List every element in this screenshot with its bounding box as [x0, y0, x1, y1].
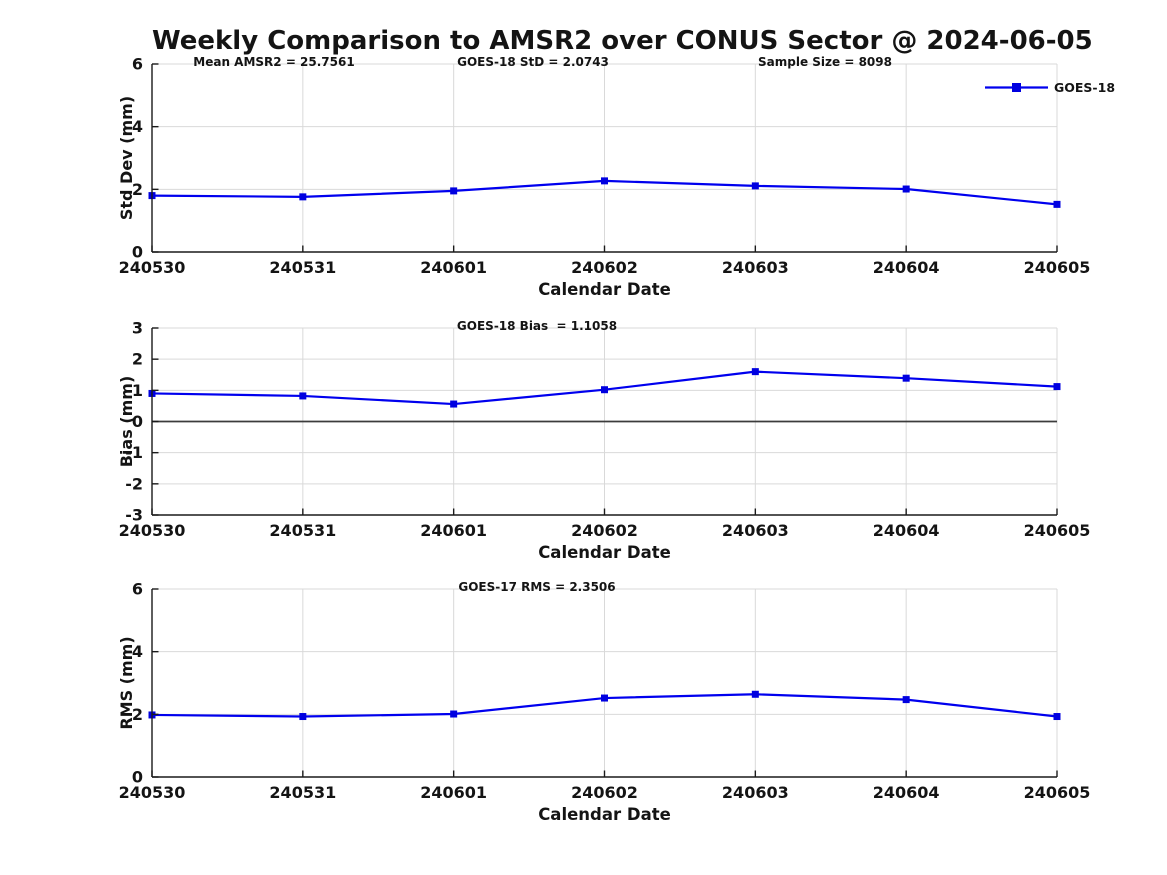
chart-title: Weekly Comparison to AMSR2 over CONUS Se… [152, 26, 1093, 56]
data-point-marker [601, 386, 608, 394]
data-point-marker [450, 187, 458, 195]
x-tick-label: 240530 [119, 783, 186, 802]
x-tick-label: 240604 [873, 521, 940, 540]
y-axis-label: Bias (mm) [117, 376, 136, 468]
x-tick-label: 240531 [269, 521, 336, 540]
x-tick-label: 240603 [722, 521, 789, 540]
y-tick-label: 2 [132, 180, 143, 199]
annotation: Sample Size = 8098 [758, 55, 892, 69]
x-tick-label: 240530 [119, 258, 186, 277]
data-point-marker [751, 368, 759, 376]
data-point-marker [1053, 713, 1061, 721]
data-point-marker [1053, 383, 1061, 391]
x-tick-label: 240602 [571, 521, 638, 540]
data-point-marker [751, 182, 759, 190]
data-point-marker [450, 710, 458, 718]
x-axis-label: Calendar Date [538, 543, 671, 562]
data-point-marker [601, 694, 608, 702]
x-tick-label: 240605 [1024, 521, 1091, 540]
x-axis-label: Calendar Date [538, 280, 671, 299]
x-tick-label: 240605 [1024, 783, 1091, 802]
legend-marker [1012, 83, 1021, 92]
y-tick-label: 6 [132, 580, 143, 599]
y-tick-label: 3 [132, 319, 143, 338]
data-point-marker [902, 185, 910, 193]
data-point-marker [751, 690, 759, 698]
y-tick-label: 4 [132, 642, 143, 661]
x-tick-label: 240601 [420, 783, 487, 802]
y-tick-label: 4 [132, 117, 143, 136]
y-tick-label: -2 [125, 474, 143, 493]
x-tick-label: 240604 [873, 783, 940, 802]
x-tick-label: 240530 [119, 521, 186, 540]
x-tick-label: 240605 [1024, 258, 1091, 277]
annotation: Mean AMSR2 = 25.7561 [193, 55, 354, 69]
y-tick-label: 6 [132, 55, 143, 74]
legend-label: GOES-18 [1054, 80, 1115, 95]
data-point-marker [299, 193, 307, 201]
x-tick-label: 240603 [722, 258, 789, 277]
data-point-marker [299, 713, 307, 721]
y-tick-label: 0 [132, 768, 143, 787]
y-tick-label: 1 [132, 381, 143, 400]
data-point-marker [299, 392, 307, 400]
x-tick-label: 240604 [873, 258, 940, 277]
x-tick-label: 240601 [420, 258, 487, 277]
annotation: GOES-18 Bias = 1.1058 [457, 319, 617, 333]
x-tick-label: 240531 [269, 258, 336, 277]
data-point-marker [450, 400, 458, 408]
y-axis-label: Std Dev (mm) [117, 96, 136, 220]
x-tick-label: 240531 [269, 783, 336, 802]
data-point-marker [902, 374, 910, 382]
y-tick-label: 2 [132, 350, 143, 369]
x-tick-label: 240602 [571, 258, 638, 277]
y-tick-label: 2 [132, 705, 143, 724]
y-tick-label: 0 [132, 243, 143, 262]
x-tick-label: 240601 [420, 521, 487, 540]
data-point-marker [601, 177, 608, 185]
y-axis-label: RMS (mm) [117, 636, 136, 729]
x-axis-label: Calendar Date [538, 805, 671, 824]
data-point-marker [1053, 200, 1061, 208]
x-tick-label: 240602 [571, 783, 638, 802]
y-tick-label: -1 [125, 443, 143, 462]
y-tick-label: -3 [125, 506, 143, 525]
y-tick-label: 0 [132, 412, 143, 431]
x-tick-label: 240603 [722, 783, 789, 802]
annotation: GOES-18 StD = 2.0743 [457, 55, 609, 69]
annotation: GOES-17 RMS = 2.3506 [458, 580, 615, 594]
data-point-marker [902, 696, 910, 704]
